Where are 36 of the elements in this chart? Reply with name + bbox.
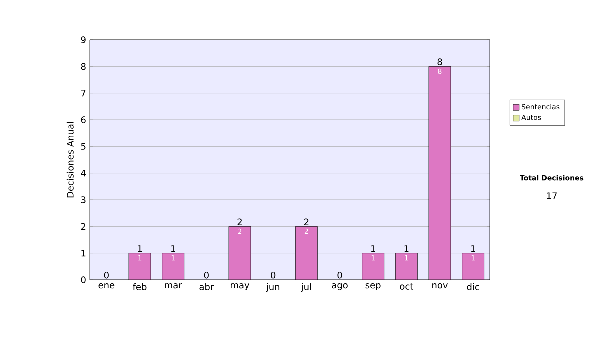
x-tick-label: may (231, 284, 250, 290)
y-tick-label: 8 (81, 63, 86, 70)
y-tick-label: 0 (81, 276, 86, 284)
x-tick-label: oct (400, 284, 414, 290)
x-tick-label: abr (200, 284, 214, 290)
y-axis-title: Decisiones Anual (66, 122, 74, 198)
total-label: 0 (204, 272, 209, 279)
total-label: 8 (438, 58, 442, 66)
total-label: 0 (271, 272, 276, 279)
y-tick-label: 9 (81, 36, 86, 44)
y-tick-label: 2 (81, 223, 86, 230)
y-tick-label: 4 (81, 170, 86, 177)
total-label: 0 (104, 272, 109, 279)
total-label: 2 (304, 218, 309, 226)
x-tick-label: dic (467, 284, 480, 290)
total-label: 1 (138, 246, 142, 252)
y-tick-label: 6 (81, 116, 86, 124)
total-label: 0 (338, 272, 342, 279)
x-tick-label: nov (432, 284, 448, 289)
total-label: 1 (404, 246, 409, 252)
x-tick-label: ene (98, 284, 115, 289)
text: 17 (547, 192, 557, 200)
y-tick-label: 7 (81, 90, 86, 97)
x-tick-label: ago (332, 284, 348, 290)
y-tick-label: 5 (81, 143, 86, 150)
total-label: 1 (471, 246, 476, 252)
total-label: 1 (171, 246, 176, 252)
total-label: 1 (371, 246, 376, 252)
x-tick-label: feb (133, 284, 147, 290)
total-label: 2 (238, 218, 242, 226)
y-tick-label: 3 (81, 196, 86, 204)
x-tick-label: jul (301, 284, 312, 292)
y-tick-label: 1 (82, 250, 86, 257)
x-tick-label: sep (366, 284, 381, 290)
x-tick-label: jun (266, 284, 280, 292)
x-tick-label: mar (165, 284, 182, 289)
